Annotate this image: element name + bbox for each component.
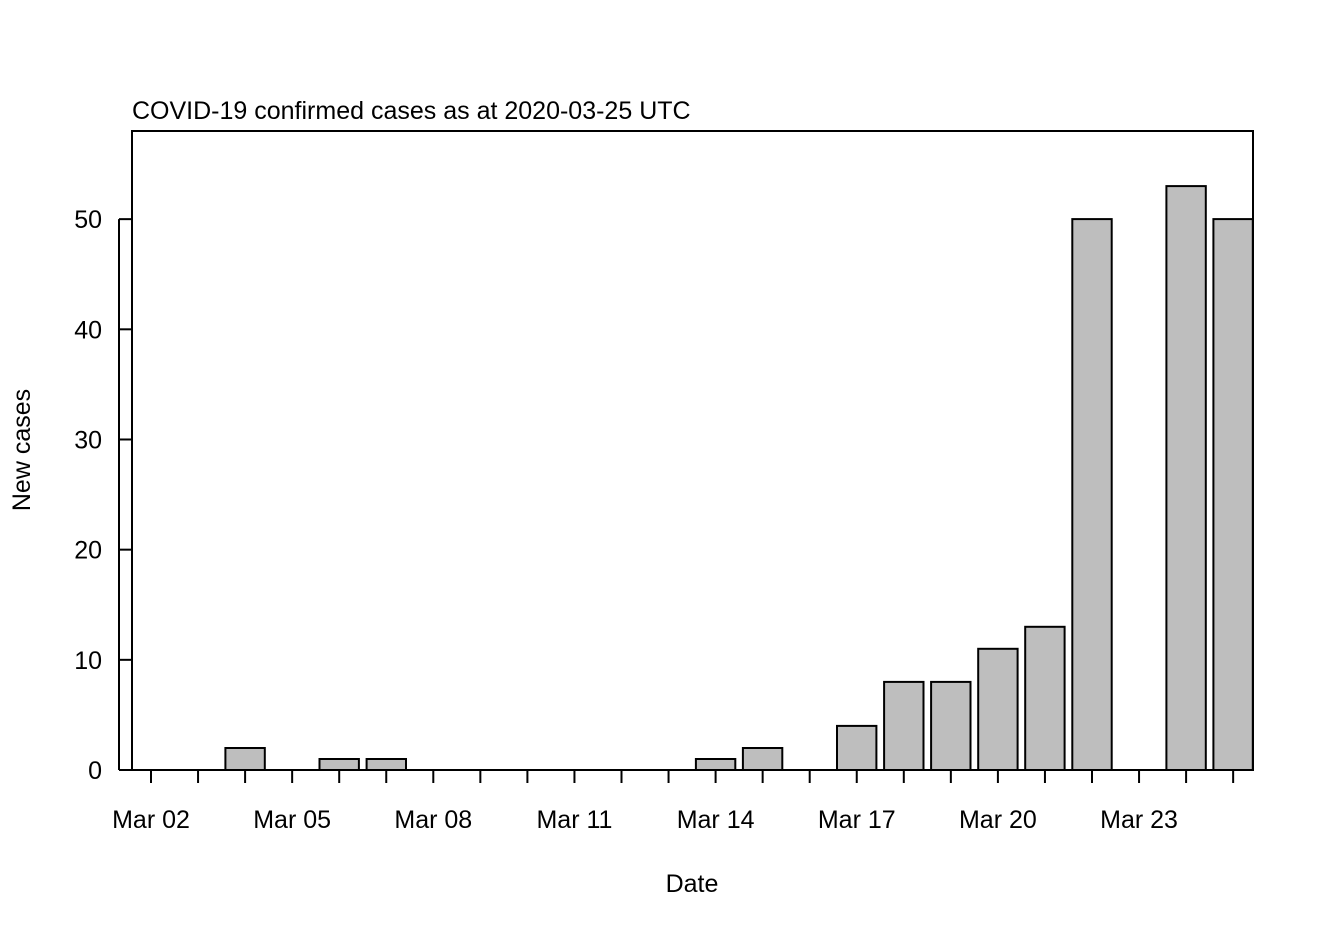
x-tick-label: Mar 11 <box>536 806 612 834</box>
y-axis: 0 10 20 30 40 50 <box>74 206 132 785</box>
y-tick-label: 20 <box>74 537 102 565</box>
bar <box>836 724 878 772</box>
bar <box>977 647 1019 771</box>
bar <box>694 758 737 771</box>
bar <box>741 747 784 771</box>
bar <box>1165 185 1207 772</box>
y-tick-label: 40 <box>74 316 102 344</box>
x-tick-label: Mar 23 <box>1100 806 1178 834</box>
bar <box>318 758 360 771</box>
x-tick-label: Mar 14 <box>677 806 755 834</box>
x-tick-label: Mar 20 <box>959 806 1037 834</box>
x-tick-label: Mar 02 <box>112 806 190 834</box>
y-tick-label: 50 <box>74 206 102 234</box>
x-axis: Mar 02 Mar 05 Mar 08 Mar 11 Mar 14 Mar 17 Mar … <box>112 769 1235 834</box>
y-tick-label: 30 <box>74 426 102 454</box>
bar <box>1071 218 1113 772</box>
bar <box>224 747 266 771</box>
x-axis-label: Date <box>666 870 719 898</box>
x-tick-label: Mar 17 <box>818 806 896 834</box>
y-axis-label: New cases <box>8 389 36 511</box>
bar <box>883 680 925 772</box>
chart-title: COVID-19 confirmed cases as at 2020-03-2… <box>132 97 691 125</box>
x-tick-label: Mar 08 <box>394 806 472 834</box>
bar <box>1024 625 1066 771</box>
y-tick-label: 10 <box>74 647 102 675</box>
x-tick-label: Mar 05 <box>253 806 331 834</box>
bar <box>930 680 972 772</box>
bar <box>1212 218 1254 772</box>
y-tick-label: 0 <box>88 757 102 785</box>
bars-group <box>224 185 1254 772</box>
bar <box>365 758 408 771</box>
